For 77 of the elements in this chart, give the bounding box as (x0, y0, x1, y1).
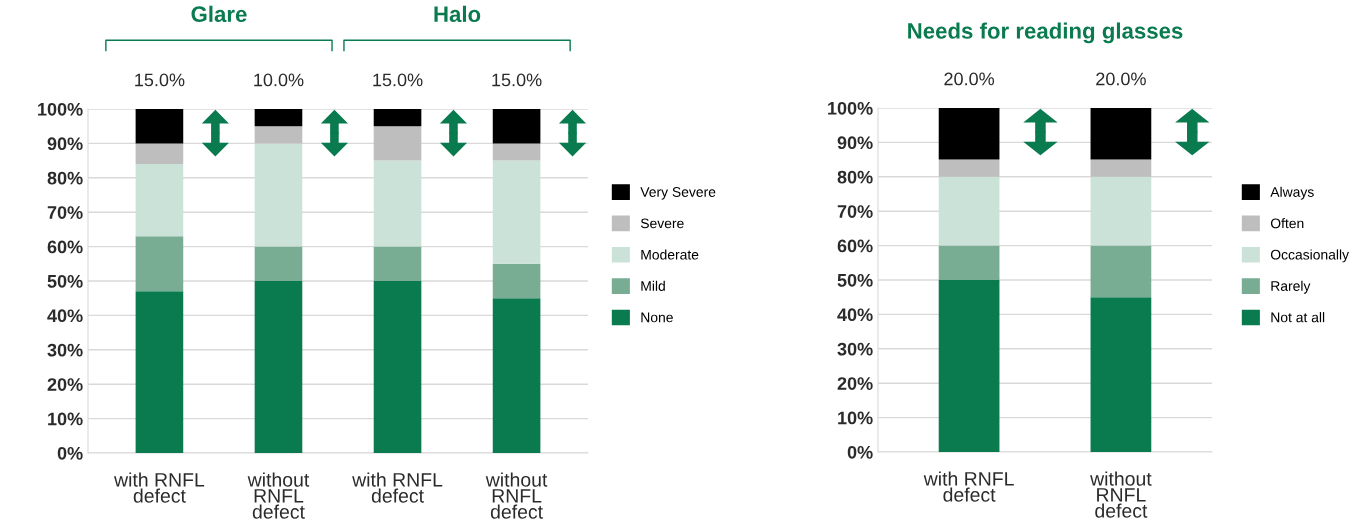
text: 10.0% (254, 73, 304, 87)
y-tick-label: 0% (847, 445, 873, 459)
y-tick-label: 90% (47, 137, 83, 151)
bar (135, 164, 184, 237)
legend-label: Very Severe (640, 187, 716, 200)
bar (938, 176, 1000, 246)
y-tick-label: 100% (38, 102, 83, 116)
y-tick-label: 40% (837, 308, 873, 322)
bar (492, 160, 541, 264)
bar (938, 245, 1000, 280)
text: 15.0% (492, 73, 542, 87)
bar (492, 263, 541, 299)
y-tick-label: 10% (48, 412, 83, 426)
legend-label: Moderate (641, 249, 699, 260)
legend-label: Often (1270, 218, 1304, 229)
bar (373, 126, 422, 161)
text: 15.0% (135, 73, 185, 87)
bar (1090, 108, 1152, 160)
text: 20.0% (1096, 72, 1146, 86)
bar (135, 143, 184, 165)
bar (135, 109, 184, 144)
y-tick-label: 70% (47, 206, 83, 219)
legend-label: Rarely (1271, 280, 1311, 294)
y-tick-label: 50% (47, 274, 83, 288)
bar (1090, 159, 1152, 177)
y-tick-label: 40% (47, 309, 83, 323)
legend-label: Mild (641, 280, 665, 291)
y-tick-label: 30% (837, 342, 873, 356)
x-tick-label: with RNFL defect (114, 472, 205, 503)
y-tick-label: 10% (838, 411, 873, 425)
bar (373, 246, 422, 281)
y-tick-label: 20% (47, 378, 83, 391)
bar (1090, 297, 1152, 452)
legend-label: Severe (640, 218, 684, 229)
bar (254, 109, 303, 127)
bar (135, 291, 184, 453)
y-tick-label: 20% (837, 377, 873, 390)
legend-label: Always (1270, 186, 1314, 200)
bar (254, 126, 303, 144)
bar (938, 280, 1000, 452)
y-tick-label: 80% (837, 170, 873, 184)
bar (135, 236, 184, 292)
bar (1090, 176, 1152, 246)
y-tick-label: 80% (47, 171, 83, 185)
text: Halo (434, 5, 481, 23)
y-tick-label: 100% (828, 101, 873, 115)
bar (938, 108, 1000, 160)
bar (254, 143, 303, 247)
bar (373, 281, 422, 453)
x-tick-label: without RNFL defect (1090, 471, 1152, 518)
x-tick-label: with RNFL defect (923, 471, 1014, 502)
y-tick-label: 0% (57, 446, 83, 460)
legend-label: Not at all (1271, 312, 1325, 323)
y-tick-label: 60% (47, 240, 83, 254)
bar (492, 143, 541, 161)
y-tick-label: 70% (837, 205, 873, 218)
bar (373, 109, 422, 127)
x-tick-label: without RNFL defect (485, 472, 548, 519)
bar (254, 246, 303, 281)
y-tick-label: 50% (837, 273, 873, 287)
text: 15.0% (373, 73, 423, 87)
bar (254, 281, 303, 453)
text: Glare (191, 5, 247, 23)
bar (492, 298, 541, 453)
chart-title: Needs for reading glasses (908, 22, 1183, 44)
y-tick-label: 60% (837, 239, 873, 253)
bar (492, 109, 541, 144)
x-tick-label: without RNFL defect (247, 472, 310, 519)
bar (938, 159, 1000, 177)
x-tick-label: with RNFL defect (352, 472, 443, 503)
bar (1090, 245, 1152, 298)
y-tick-label: 90% (837, 136, 873, 150)
y-tick-label: 30% (47, 343, 83, 357)
bar (373, 160, 422, 247)
legend-label: None (641, 312, 673, 323)
legend-label: Occasionally (1270, 249, 1349, 263)
text: 20.0% (944, 72, 995, 86)
